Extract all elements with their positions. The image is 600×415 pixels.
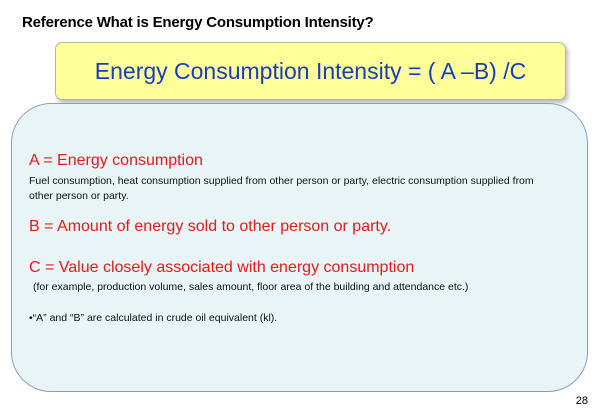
definition-c-description: (for example, production volume, sales a… [33,281,469,293]
footnote: •“A” and “B” are calculated in crude oil… [29,312,278,324]
formula-box: Energy Consumption Intensity = ( A –B) /… [55,42,566,100]
definitions-panel [11,103,588,392]
formula-text: Energy Consumption Intensity = ( A –B) /… [94,57,527,84]
page-number: 28 [575,395,588,407]
definition-a-description: Fuel consumption, heat consumption suppl… [29,175,534,202]
definition-b-heading: B = Amount of energy sold to other perso… [29,218,392,235]
definition-c-heading: C = Value closely associated with energy… [29,259,415,276]
definition-a-heading: A = Energy consumption [29,152,203,169]
slide-title: Reference What is Energy Consumption Int… [22,14,374,31]
